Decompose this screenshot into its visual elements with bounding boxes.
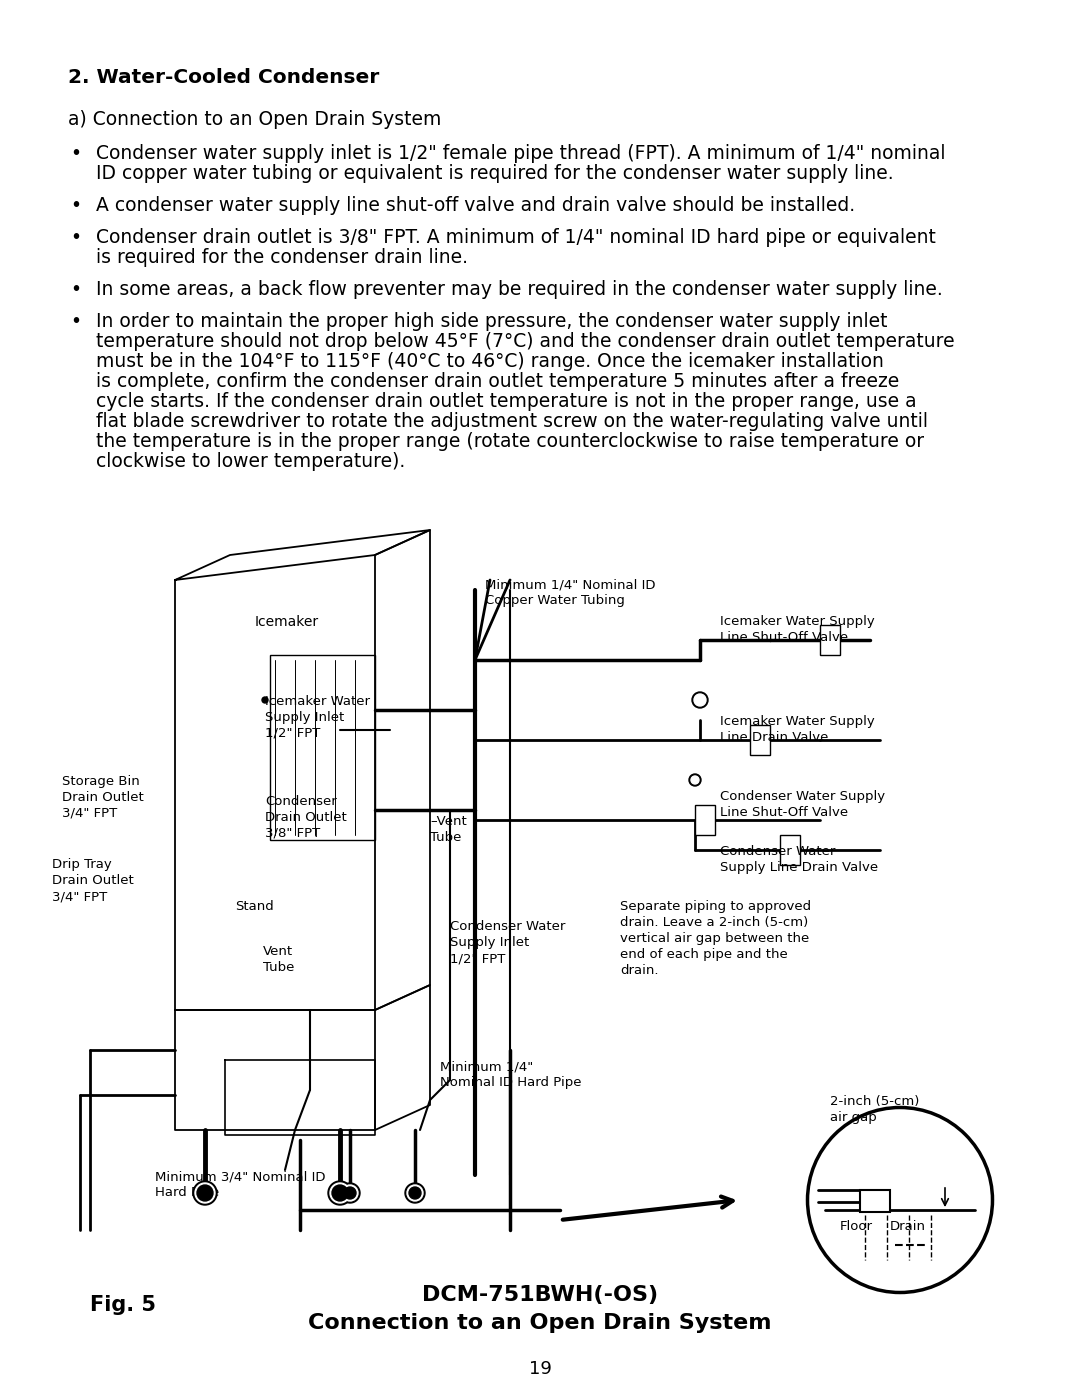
Circle shape bbox=[262, 697, 268, 703]
Circle shape bbox=[692, 692, 708, 708]
Text: Separate piping to approved
drain. Leave a 2-inch (5-cm)
vertical air gap betwee: Separate piping to approved drain. Leave… bbox=[620, 900, 811, 977]
Text: •: • bbox=[70, 279, 81, 299]
Text: Minimum 1/4"
Nominal ID Hard Pipe: Minimum 1/4" Nominal ID Hard Pipe bbox=[440, 1060, 581, 1090]
Circle shape bbox=[330, 1183, 350, 1203]
Text: Storage Bin
Drain Outlet
3/4" FPT: Storage Bin Drain Outlet 3/4" FPT bbox=[62, 775, 144, 820]
Circle shape bbox=[332, 1185, 348, 1201]
Text: A condenser water supply line shut-off valve and drain valve should be installed: A condenser water supply line shut-off v… bbox=[96, 196, 855, 215]
Bar bbox=[820, 624, 840, 655]
Text: Icemaker Water Supply
Line Drain Valve: Icemaker Water Supply Line Drain Valve bbox=[720, 715, 875, 745]
Circle shape bbox=[340, 1183, 360, 1203]
Text: Drain: Drain bbox=[890, 1220, 926, 1234]
Text: is required for the condenser drain line.: is required for the condenser drain line… bbox=[96, 249, 468, 267]
Circle shape bbox=[405, 1183, 426, 1203]
Text: In order to maintain the proper high side pressure, the condenser water supply i: In order to maintain the proper high sid… bbox=[96, 312, 888, 331]
Text: Stand: Stand bbox=[235, 900, 273, 914]
Text: 2-inch (5-cm)
air gap: 2-inch (5-cm) air gap bbox=[831, 1095, 919, 1125]
Text: Condenser Water
Supply Inlet
1/2" FPT: Condenser Water Supply Inlet 1/2" FPT bbox=[450, 921, 565, 965]
Text: 19: 19 bbox=[528, 1361, 552, 1377]
Circle shape bbox=[694, 694, 706, 705]
Bar bbox=[780, 835, 800, 865]
Text: Condenser Water Supply
Line Shut-Off Valve: Condenser Water Supply Line Shut-Off Val… bbox=[720, 789, 886, 819]
Circle shape bbox=[195, 1183, 215, 1203]
Text: Icemaker Water
Supply Inlet
1/2" FPT: Icemaker Water Supply Inlet 1/2" FPT bbox=[265, 694, 370, 740]
Circle shape bbox=[197, 1185, 213, 1201]
Text: Drip Tray
Drain Outlet
3/4" FPT: Drip Tray Drain Outlet 3/4" FPT bbox=[52, 858, 134, 902]
Text: Icemaker: Icemaker bbox=[255, 615, 319, 629]
Text: Condenser Water
Supply Line Drain Valve: Condenser Water Supply Line Drain Valve bbox=[720, 845, 878, 875]
Text: Vent
Tube: Vent Tube bbox=[264, 944, 295, 974]
Text: Condenser drain outlet is 3/8" FPT. A minimum of 1/4" nominal ID hard pipe or eq: Condenser drain outlet is 3/8" FPT. A mi… bbox=[96, 228, 936, 247]
Text: Floor: Floor bbox=[840, 1220, 873, 1234]
Text: •: • bbox=[70, 228, 81, 247]
Text: must be in the 104°F to 115°F (40°C to 46°C) range. Once the icemaker installati: must be in the 104°F to 115°F (40°C to 4… bbox=[96, 352, 883, 372]
Text: 2. Water-Cooled Condenser: 2. Water-Cooled Condenser bbox=[68, 68, 379, 87]
Bar bbox=[696, 805, 715, 835]
Text: •: • bbox=[70, 196, 81, 215]
Text: DCM-751BWH(-OS): DCM-751BWH(-OS) bbox=[422, 1285, 658, 1305]
Text: the temperature is in the proper range (rotate counterclockwise to raise tempera: the temperature is in the proper range (… bbox=[96, 432, 924, 451]
Text: ID copper water tubing or equivalent is required for the condenser water supply : ID copper water tubing or equivalent is … bbox=[96, 163, 893, 183]
Text: Condenser water supply inlet is 1/2" female pipe thread (FPT). A minimum of 1/4": Condenser water supply inlet is 1/2" fem… bbox=[96, 144, 945, 163]
Text: a) Connection to an Open Drain System: a) Connection to an Open Drain System bbox=[68, 110, 442, 129]
Text: clockwise to lower temperature).: clockwise to lower temperature). bbox=[96, 453, 405, 471]
Text: flat blade screwdriver to rotate the adjustment screw on the water-regulating va: flat blade screwdriver to rotate the adj… bbox=[96, 412, 928, 432]
Text: Connection to an Open Drain System: Connection to an Open Drain System bbox=[308, 1313, 772, 1333]
Text: Fig. 5: Fig. 5 bbox=[90, 1295, 156, 1315]
Circle shape bbox=[691, 775, 699, 784]
Circle shape bbox=[193, 1180, 217, 1206]
Text: Condenser
Drain Outlet
3/8" FPT: Condenser Drain Outlet 3/8" FPT bbox=[265, 795, 347, 840]
Text: Minimum 3/4" Nominal ID
Hard Pipe: Minimum 3/4" Nominal ID Hard Pipe bbox=[156, 1171, 325, 1199]
Text: •: • bbox=[70, 312, 81, 331]
Text: Icemaker Water Supply
Line Shut-Off Valve: Icemaker Water Supply Line Shut-Off Valv… bbox=[720, 615, 875, 644]
Bar bbox=[270, 655, 375, 840]
Text: is complete, confirm the condenser drain outlet temperature 5 minutes after a fr: is complete, confirm the condenser drain… bbox=[96, 372, 900, 391]
Text: –Vent
Tube: –Vent Tube bbox=[430, 814, 467, 844]
Text: Minimum 1/4" Nominal ID
Copper Water Tubing: Minimum 1/4" Nominal ID Copper Water Tub… bbox=[485, 578, 656, 608]
Text: •: • bbox=[70, 144, 81, 163]
Text: temperature should not drop below 45°F (7°C) and the condenser drain outlet temp: temperature should not drop below 45°F (… bbox=[96, 332, 955, 351]
Circle shape bbox=[689, 774, 701, 787]
Bar bbox=[750, 725, 770, 754]
Circle shape bbox=[407, 1185, 423, 1201]
Bar bbox=[860, 1190, 890, 1213]
Circle shape bbox=[342, 1185, 357, 1201]
Circle shape bbox=[328, 1180, 352, 1206]
Text: cycle starts. If the condenser drain outlet temperature is not in the proper ran: cycle starts. If the condenser drain out… bbox=[96, 393, 917, 411]
Text: In some areas, a back flow preventer may be required in the condenser water supp: In some areas, a back flow preventer may… bbox=[96, 279, 943, 299]
Circle shape bbox=[345, 1187, 356, 1199]
Circle shape bbox=[409, 1187, 421, 1199]
